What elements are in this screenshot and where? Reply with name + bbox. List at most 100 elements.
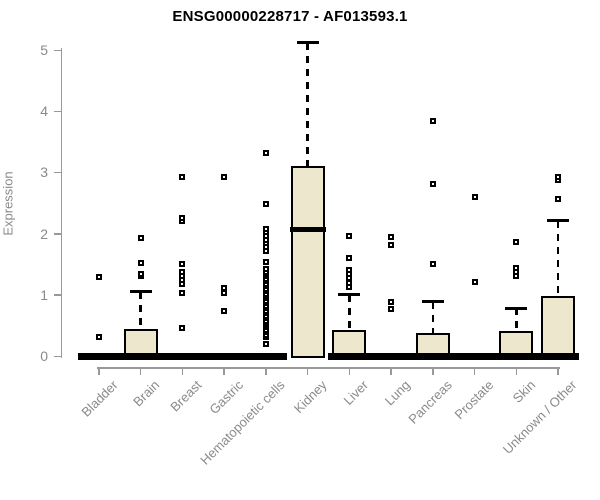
- x-axis-tick: [306, 367, 309, 375]
- y-tick-label: 2: [40, 225, 48, 242]
- outlier-point: [96, 334, 102, 341]
- y-tick-label: 0: [40, 348, 48, 364]
- outlier-point: [346, 266, 353, 273]
- median-line: [453, 352, 496, 360]
- outlier-point: [388, 242, 395, 249]
- y-axis-tick: [53, 110, 61, 113]
- x-axis-tick: [348, 367, 351, 375]
- outlier-point: [179, 174, 186, 181]
- outlier-point: [221, 173, 228, 180]
- y-axis-tick: [53, 355, 61, 357]
- whisker-line: [348, 294, 351, 331]
- outlier-point: [137, 234, 144, 241]
- x-axis-tick: [98, 367, 100, 375]
- y-tick-label: 1: [40, 286, 48, 303]
- x-axis-tick: [390, 367, 392, 375]
- x-axis-tick: [473, 367, 476, 375]
- median-line: [78, 352, 120, 360]
- y-tick-label: 5: [40, 42, 48, 58]
- outlier-point: [513, 239, 520, 246]
- x-axis-tick: [557, 367, 559, 375]
- outlier-point: [262, 226, 269, 233]
- x-category-label: Prostate: [451, 377, 497, 423]
- y-axis-label: Expression: [0, 171, 16, 236]
- box: [541, 296, 576, 358]
- outlier-point: [429, 117, 436, 124]
- whisker-line: [431, 301, 435, 334]
- x-category-label: Skin: [509, 377, 539, 406]
- x-axis-tick: [139, 367, 142, 375]
- outlier-point: [388, 299, 395, 306]
- whisker-cap: [421, 300, 444, 304]
- x-category-label: Kidney: [290, 377, 330, 417]
- outlier-point: [388, 305, 395, 312]
- x-axis-tick: [515, 367, 518, 375]
- outlier-point: [471, 278, 478, 285]
- whisker-cap: [129, 290, 152, 294]
- y-tick-label: 3: [40, 164, 48, 181]
- y-axis-tick: [53, 171, 61, 174]
- median-line: [537, 352, 580, 360]
- x-category-label: Bladder: [78, 377, 121, 420]
- x-axis-tick: [265, 367, 267, 375]
- outlier-point: [137, 259, 144, 266]
- outlier-point: [179, 269, 186, 276]
- box: [290, 166, 325, 358]
- x-axis-tick: [432, 367, 434, 375]
- x-category-label: Pancreas: [405, 377, 455, 427]
- whisker-cap: [338, 293, 361, 297]
- whisker-line: [139, 291, 142, 330]
- outlier-point: [262, 258, 269, 265]
- y-axis-tick: [53, 233, 61, 235]
- median-line: [411, 352, 454, 360]
- outlier-point: [346, 233, 353, 240]
- y-axis-tick: [53, 49, 61, 51]
- outlier-point: [221, 307, 228, 314]
- x-axis-line: [97, 367, 561, 369]
- outlier-point: [555, 196, 562, 203]
- whisker-line: [556, 220, 560, 296]
- outlier-point: [471, 193, 478, 200]
- whisker-cap: [505, 306, 528, 310]
- outlier-point: [179, 324, 186, 331]
- outlier-point: [262, 266, 269, 273]
- median-line: [203, 352, 246, 360]
- median-line: [161, 352, 204, 360]
- outlier-point: [179, 214, 186, 221]
- median-line: [289, 226, 326, 232]
- median-line: [244, 352, 287, 360]
- whisker-cap: [547, 219, 570, 223]
- x-category-label: Unknown / Other: [500, 377, 580, 457]
- y-axis-tick: [53, 294, 61, 296]
- outlier-point: [388, 234, 395, 241]
- x-category-label: Lung: [381, 377, 414, 409]
- x-category-label: Gastric: [206, 377, 247, 418]
- y-axis-line: [60, 48, 62, 358]
- outlier-point: [513, 265, 520, 272]
- outlier-point: [137, 270, 144, 277]
- outlier-point: [221, 285, 228, 292]
- outlier-point: [262, 201, 269, 208]
- outlier-point: [96, 274, 102, 281]
- median-line: [328, 352, 371, 360]
- outlier-point: [179, 289, 186, 296]
- outlier-point: [555, 174, 562, 181]
- x-category-label: Hematopoietic cells: [197, 377, 288, 468]
- y-tick-label: 4: [40, 103, 48, 120]
- x-category-label: Liver: [340, 377, 372, 408]
- x-category-label: Breast: [167, 377, 205, 415]
- outlier-point: [346, 255, 353, 262]
- outlier-point: [429, 181, 436, 188]
- median-line: [119, 352, 162, 360]
- whisker-cap: [296, 41, 319, 45]
- outlier-point: [429, 261, 436, 268]
- outlier-point: [179, 261, 186, 268]
- chart-title: ENSG00000228717 - AF013593.1: [172, 8, 408, 25]
- x-axis-tick: [181, 367, 184, 375]
- median-line: [370, 352, 413, 360]
- x-axis-tick: [223, 367, 225, 375]
- x-category-label: Brain: [130, 377, 163, 410]
- outlier-point: [262, 340, 269, 347]
- whisker-line: [515, 308, 518, 331]
